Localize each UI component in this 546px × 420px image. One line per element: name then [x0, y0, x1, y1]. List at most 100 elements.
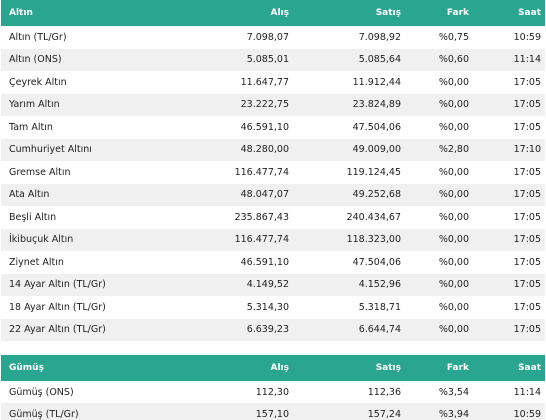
buy-cell: 4.149,52 [186, 273, 297, 296]
sell-cell: 118.323,00 [297, 228, 409, 251]
instrument-name[interactable]: Çeyrek Altın [1, 71, 186, 94]
diff-cell: %0,00 [409, 206, 477, 229]
sell-cell: 4.152,96 [297, 273, 409, 296]
header-name[interactable]: Gümüş [1, 355, 186, 381]
table-row[interactable]: 14 Ayar Altın (TL/Gr) 4.149,52 4.152,96 %0,… [1, 273, 545, 296]
header-buy[interactable]: Alış [186, 355, 297, 381]
time-cell: 11:14 [477, 381, 545, 403]
sell-cell: 5.085,64 [297, 48, 409, 71]
diff-cell: %0,00 [409, 93, 477, 116]
instrument-name[interactable]: Altın (TL/Gr) [1, 26, 186, 49]
diff-cell: %0,60 [409, 48, 477, 71]
sell-cell: 5.318,71 [297, 296, 409, 319]
header-sell[interactable]: Satış [297, 0, 409, 26]
sell-cell: 23.824,89 [297, 93, 409, 116]
sell-cell: 49.252,68 [297, 183, 409, 206]
diff-cell: %0,00 [409, 251, 477, 274]
diff-cell: %0,00 [409, 228, 477, 251]
buy-cell: 46.591,10 [186, 251, 297, 274]
gold-table-header: Altın Alış Satış Fark Saat [1, 0, 545, 26]
diff-cell: %0,00 [409, 296, 477, 319]
sell-cell: 47.504,06 [297, 116, 409, 139]
table-row[interactable]: 22 Ayar Altın (TL/Gr) 6.639,23 6.644,74 %0,… [1, 318, 545, 341]
diff-cell: %0,00 [409, 116, 477, 139]
silver-table-header: Gümüş Alış Satış Fark Saat [1, 355, 545, 381]
time-cell: 17:05 [477, 318, 545, 341]
instrument-name[interactable]: Ata Altın [1, 183, 186, 206]
header-time[interactable]: Saat [477, 0, 545, 26]
table-row[interactable]: 18 Ayar Altın (TL/Gr) 5.314,30 5.318,71 %0,… [1, 296, 545, 319]
header-time[interactable]: Saat [477, 355, 545, 381]
table-row[interactable]: Cumhuriyet Altını 48.280,00 49.009,00 %2,80… [1, 138, 545, 161]
instrument-name[interactable]: Gremse Altın [1, 161, 186, 184]
buy-cell: 48.280,00 [186, 138, 297, 161]
table-row[interactable]: Altın (TL/Gr) 7.098,07 7.098,92 %0,75 10:59 [1, 26, 545, 49]
instrument-name[interactable]: Beşli Altın [1, 206, 186, 229]
buy-cell: 11.647,77 [186, 71, 297, 94]
buy-cell: 116.477,74 [186, 161, 297, 184]
time-cell: 17:05 [477, 183, 545, 206]
instrument-name[interactable]: 18 Ayar Altın (TL/Gr) [1, 296, 186, 319]
header-diff[interactable]: Fark [409, 0, 477, 26]
diff-cell: %0,00 [409, 318, 477, 341]
instrument-name[interactable]: Tam Altın [1, 116, 186, 139]
instrument-name[interactable]: 22 Ayar Altın (TL/Gr) [1, 318, 186, 341]
table-row[interactable]: Tam Altın 46.591,10 47.504,06 %0,00 17:05 [1, 116, 545, 139]
time-cell: 17:05 [477, 228, 545, 251]
instrument-name[interactable]: Yarım Altın [1, 93, 186, 116]
instrument-name[interactable]: Gümüş (ONS) [1, 381, 186, 403]
table-row[interactable]: Gümüş (TL/Gr) 157,10 157,24 %3,94 10:59 [1, 403, 545, 420]
table-row[interactable]: Altın (ONS) 5.085,01 5.085,64 %0,60 11:14 [1, 48, 545, 71]
gold-rates-table: Altın Alış Satış Fark Saat Altın (TL/Gr)… [1, 0, 545, 341]
time-cell: 17:05 [477, 251, 545, 274]
diff-cell: %3,54 [409, 381, 477, 403]
sell-cell: 49.009,00 [297, 138, 409, 161]
sell-cell: 11.912,44 [297, 71, 409, 94]
instrument-name[interactable]: 14 Ayar Altın (TL/Gr) [1, 273, 186, 296]
table-row[interactable]: Gümüş (ONS) 112,30 112,36 %3,54 11:14 [1, 381, 545, 403]
time-cell: 17:05 [477, 296, 545, 319]
table-row[interactable]: Yarım Altın 23.222,75 23.824,89 %0,00 17:05 [1, 93, 545, 116]
instrument-name[interactable]: Cumhuriyet Altını [1, 138, 186, 161]
header-diff[interactable]: Fark [409, 355, 477, 381]
diff-cell: %2,80 [409, 138, 477, 161]
instrument-name[interactable]: Gümüş (TL/Gr) [1, 403, 186, 420]
time-cell: 17:05 [477, 206, 545, 229]
sell-cell: 47.504,06 [297, 251, 409, 274]
table-row[interactable]: Gremse Altın 116.477,74 119.124,45 %0,00 17:… [1, 161, 545, 184]
table-row[interactable]: Çeyrek Altın 11.647,77 11.912,44 %0,00 17:05 [1, 71, 545, 94]
time-cell: 10:59 [477, 26, 545, 49]
buy-cell: 116.477,74 [186, 228, 297, 251]
time-cell: 10:59 [477, 403, 545, 420]
diff-cell: %0,00 [409, 273, 477, 296]
header-name[interactable]: Altın [1, 0, 186, 26]
header-buy[interactable]: Alış [186, 0, 297, 26]
table-row[interactable]: Ata Altın 48.047,07 49.252,68 %0,00 17:05 [1, 183, 545, 206]
time-cell: 17:10 [477, 138, 545, 161]
time-cell: 17:05 [477, 93, 545, 116]
silver-rates-table: Gümüş Alış Satış Fark Saat Gümüş (ONS) 11… [1, 355, 545, 420]
time-cell: 17:05 [477, 161, 545, 184]
table-row[interactable]: İkibuçuk Altın 116.477,74 118.323,00 %0,00 1… [1, 228, 545, 251]
time-cell: 17:05 [477, 71, 545, 94]
buy-cell: 46.591,10 [186, 116, 297, 139]
sell-cell: 7.098,92 [297, 26, 409, 49]
sell-cell: 112,36 [297, 381, 409, 403]
sell-cell: 157,24 [297, 403, 409, 420]
instrument-name[interactable]: İkibuçuk Altın [1, 228, 186, 251]
diff-cell: %0,00 [409, 161, 477, 184]
buy-cell: 5.314,30 [186, 296, 297, 319]
time-cell: 17:05 [477, 273, 545, 296]
diff-cell: %0,75 [409, 26, 477, 49]
diff-cell: %0,00 [409, 71, 477, 94]
time-cell: 11:14 [477, 48, 545, 71]
header-sell[interactable]: Satış [297, 355, 409, 381]
table-row[interactable]: Beşli Altın 235.867,43 240.434,67 %0,00 17:0… [1, 206, 545, 229]
buy-cell: 157,10 [186, 403, 297, 420]
instrument-name[interactable]: Ziynet Altın [1, 251, 186, 274]
table-row[interactable]: Ziynet Altın 46.591,10 47.504,06 %0,00 17:05 [1, 251, 545, 274]
diff-cell: %3,94 [409, 403, 477, 420]
buy-cell: 23.222,75 [186, 93, 297, 116]
instrument-name[interactable]: Altın (ONS) [1, 48, 186, 71]
